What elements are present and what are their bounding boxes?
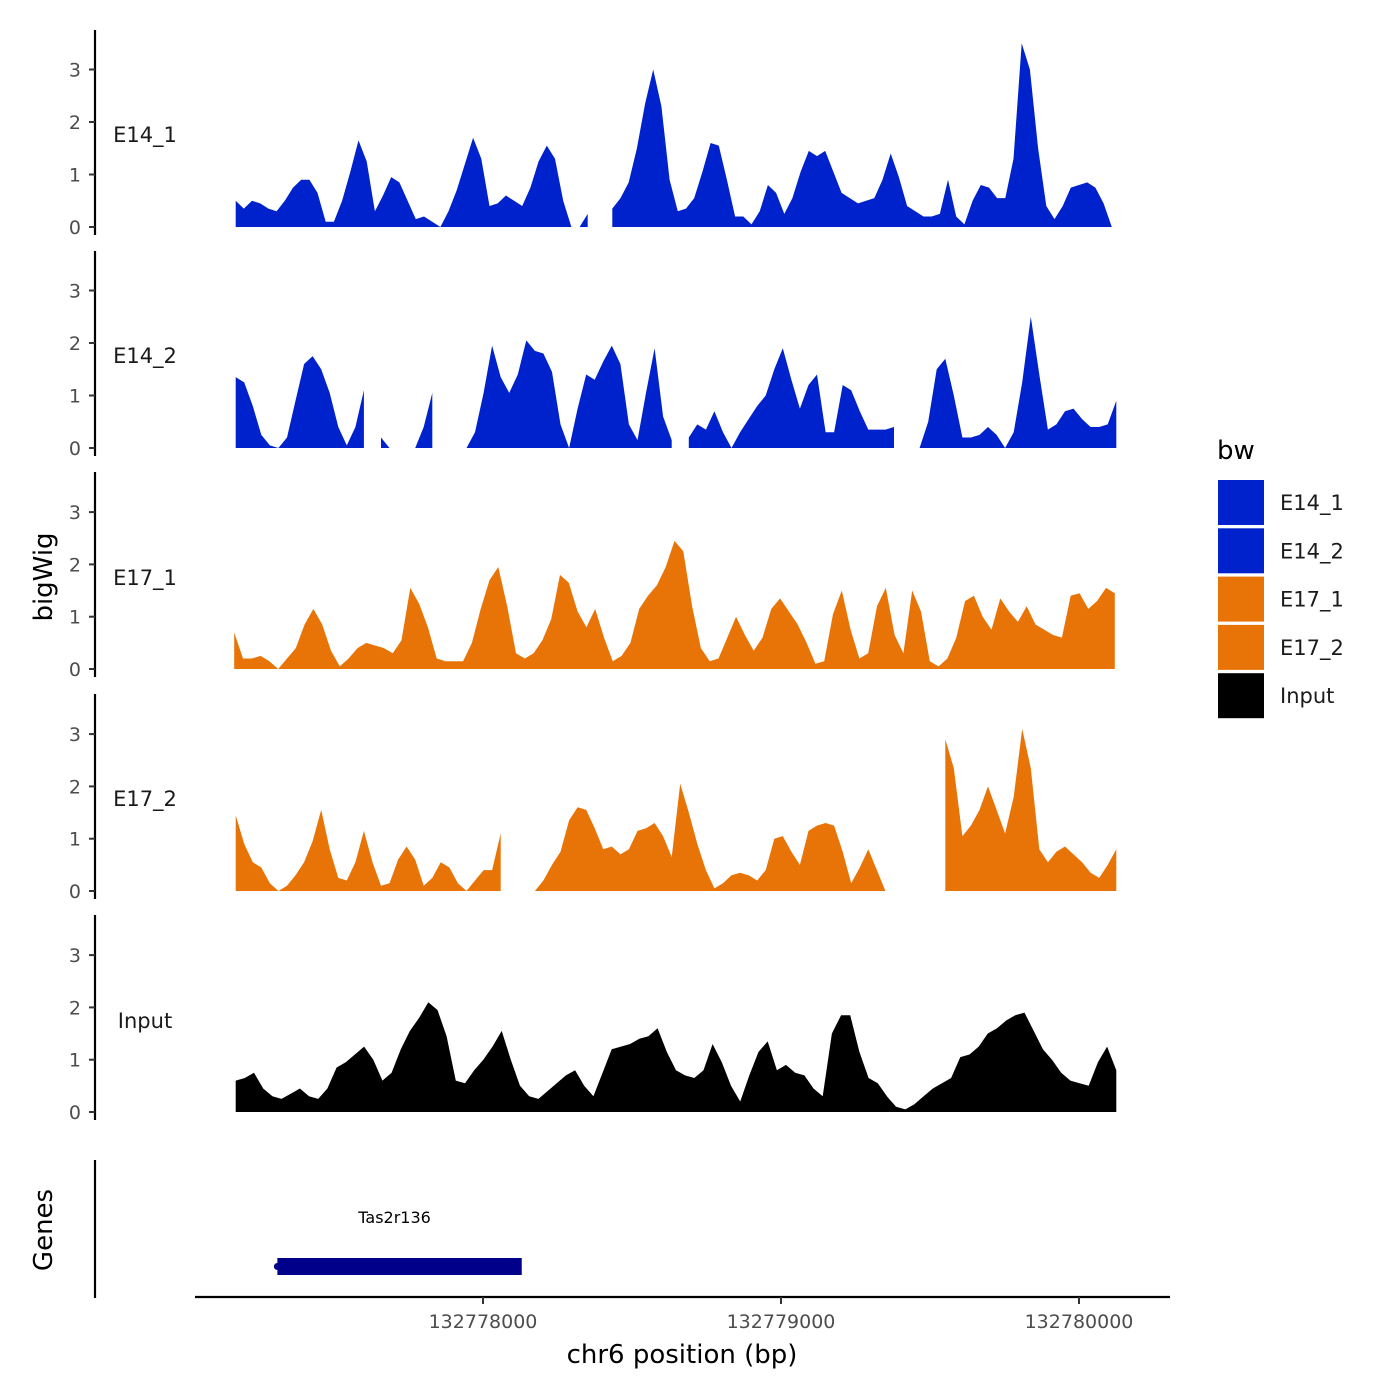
- legend-swatch-E17_2: [1218, 624, 1264, 670]
- signal-area-E14_2: [466, 340, 672, 448]
- y-tick-label: 2: [69, 112, 81, 134]
- y-tick-label: 2: [69, 776, 81, 798]
- signal-area-E14_2: [688, 348, 894, 448]
- track-label: E14_2: [113, 344, 177, 369]
- legend-label-E14_1: E14_1: [1280, 491, 1344, 516]
- y-tick-label: 3: [69, 502, 81, 524]
- signal-area-E17_2: [945, 728, 1117, 891]
- y-tick-label: 0: [69, 438, 81, 460]
- track-E14_1: 0 1 2 3 E14_1: [69, 30, 1112, 239]
- legend-label-E17_2: E17_2: [1280, 636, 1344, 661]
- legend-swatch-E14_2: [1218, 528, 1264, 574]
- legend-swatch-E14_1: [1218, 480, 1264, 525]
- legend-title: bw: [1217, 436, 1255, 466]
- y-tick-label: 2: [69, 333, 81, 355]
- signal-area-E14_2: [919, 316, 1117, 448]
- gene-panel: Tas2r136: [93, 1160, 522, 1298]
- signal-area-E17_1: [234, 540, 1115, 669]
- signal-area-E14_1: [235, 137, 588, 227]
- signal-area-E14_1: [612, 43, 1112, 227]
- y-tick-label: 1: [69, 829, 81, 851]
- y-tick-label: 2: [69, 997, 81, 1019]
- gene-label: Tas2r136: [357, 1208, 431, 1227]
- legend-swatch-E17_1: [1218, 576, 1264, 622]
- gene-start-marker: [273, 1263, 281, 1270]
- y-tick-label: 3: [69, 60, 81, 82]
- y-tick-label: 1: [69, 607, 81, 629]
- legend-swatch-Input: [1218, 673, 1264, 719]
- x-tick-label: 132779000: [727, 1311, 836, 1333]
- y-tick-label: 2: [69, 554, 81, 576]
- track-E17_2: 0 1 2 3 E17_2: [69, 694, 1117, 903]
- y-axis-title: bigWig: [29, 532, 59, 621]
- signal-area-E14_2: [381, 392, 433, 448]
- signal-area-E14_2: [235, 356, 364, 448]
- legend-label-E14_2: E14_2: [1280, 539, 1344, 564]
- y-tick-label: 1: [69, 165, 81, 187]
- signal-area-E17_2: [526, 783, 903, 891]
- x-tick-label: 132778000: [429, 1311, 538, 1333]
- y-tick-label: 3: [69, 945, 81, 967]
- signal-area-Input: [235, 1002, 1117, 1112]
- track-E17_1: 0 1 2 3 E17_1: [69, 472, 1115, 681]
- y-tick-label: 1: [69, 386, 81, 408]
- track-Input: 0 1 2 3 Input: [69, 915, 1117, 1124]
- y-tick-label: 3: [69, 281, 81, 303]
- y-tick-label: 1: [69, 1050, 81, 1072]
- bigwig-tracks: 0 1 2 3 E14_1 0 1 2 3 E14_2 0 1 2 3 E17_1 0 1 2 3 E17_2 0 1 2 3…: [69, 30, 1117, 1124]
- y-tick-label: 0: [69, 659, 81, 681]
- signal-area-E17_2: [235, 809, 501, 891]
- gene-body-bar: [277, 1258, 522, 1275]
- y-tick-label: 0: [69, 1102, 81, 1124]
- track-label: E17_1: [113, 566, 177, 591]
- track-E14_2: 0 1 2 3 E14_2: [69, 251, 1117, 460]
- legend-label-Input: Input: [1280, 684, 1334, 708]
- y-tick-label: 0: [69, 217, 81, 239]
- x-tick-label: 132780000: [1025, 1311, 1134, 1333]
- track-label: E14_1: [113, 123, 177, 148]
- x-axis: 132778000 132779000 132780000: [195, 1295, 1170, 1333]
- y-tick-label: 0: [69, 881, 81, 903]
- y-tick-label: 3: [69, 724, 81, 746]
- x-axis-title: chr6 position (bp): [567, 1340, 798, 1370]
- legend-label-E17_1: E17_1: [1280, 588, 1344, 613]
- genes-axis-title: Genes: [29, 1189, 59, 1271]
- track-label: E17_2: [113, 787, 177, 812]
- track-label: Input: [118, 1009, 172, 1033]
- legend: bw E14_1 E14_2 E17_1 E17_2 Input: [1217, 436, 1344, 719]
